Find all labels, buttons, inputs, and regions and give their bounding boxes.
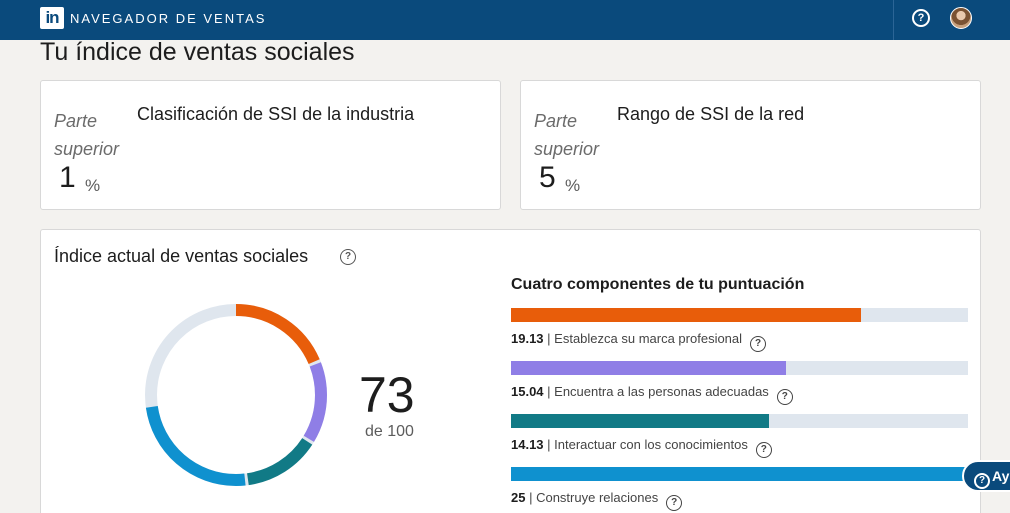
donut-segment [145, 304, 327, 486]
help-circle-icon[interactable]: ? [750, 336, 767, 352]
industry-rank-title: Clasificación de SSI de la industria [137, 104, 415, 124]
ssi-score: 73 [359, 367, 415, 423]
network-rank-title: Rango de SSI de la red [617, 104, 805, 124]
ssi-donut-chart [145, 304, 327, 486]
component-bar-track [511, 467, 968, 481]
network-rank-value: 5 [539, 161, 556, 194]
component-value: 19.13 [511, 331, 544, 346]
component-name: | Interactuar con los conocimientos [547, 437, 748, 452]
component-row: 19.13 | Establezca su marca profesional? [511, 308, 968, 352]
component-bar-track [511, 361, 968, 375]
component-bar-fill [511, 308, 861, 322]
top-navigation-bar: in NAVEGADOR DE VENTAS ? [0, 0, 1010, 40]
donut-segment [145, 304, 327, 486]
network-rank-unit: % [565, 176, 581, 195]
network-ssi-rank-card: Parte superior Rango de SSI de la red 5 … [520, 80, 981, 210]
component-label: 25 | Construye relaciones? [511, 490, 968, 511]
current-ssi-card: Índice actual de ventas sociales ? 73 de… [40, 229, 981, 513]
component-label: 15.04 | Encuentra a las personas adecuad… [511, 384, 968, 405]
help-chat-button[interactable]: ? Ay [962, 460, 1010, 492]
brand-title[interactable]: NAVEGADOR DE VENTAS [70, 11, 267, 26]
components-title: Cuatro componentes de tu puntuación [511, 276, 805, 293]
page-title: Tu índice de ventas sociales [40, 38, 355, 66]
component-row: 15.04 | Encuentra a las personas adecuad… [511, 361, 968, 405]
component-label: 14.13 | Interactuar con los conocimiento… [511, 437, 968, 458]
component-bar-track [511, 414, 968, 428]
component-label: 19.13 | Establezca su marca profesional? [511, 331, 968, 352]
component-row: 14.13 | Interactuar con los conocimiento… [511, 414, 968, 458]
component-value: 15.04 [511, 384, 544, 399]
component-bar-fill [511, 361, 786, 375]
help-circle-icon: ? [974, 473, 990, 489]
help-circle-icon[interactable]: ? [776, 389, 793, 405]
help-circle-icon[interactable]: ? [666, 495, 683, 511]
donut-segment [145, 304, 327, 486]
header-divider [893, 0, 894, 40]
linkedin-logo[interactable]: in [40, 7, 64, 29]
industry-rank-unit: % [85, 176, 101, 195]
industry-ssi-rank-card: Parte superior Clasificación de SSI de l… [40, 80, 501, 210]
component-name: | Establezca su marca profesional [547, 331, 743, 346]
component-value: 25 [511, 490, 526, 505]
component-name: | Construye relaciones [529, 490, 659, 505]
component-value: 14.13 [511, 437, 544, 452]
ssi-section-title: Índice actual de ventas sociales [54, 246, 309, 266]
user-avatar[interactable] [950, 7, 972, 29]
component-bar-track [511, 308, 968, 322]
rank-sub-label: Parte superior [534, 111, 600, 159]
industry-rank-value: 1 [59, 161, 76, 194]
component-name: | Encuentra a las personas adecuadas [547, 384, 769, 399]
help-circle-icon[interactable]: ? [340, 249, 356, 265]
help-chat-label: Ay [992, 468, 1010, 484]
rank-sub-label: Parte superior [54, 111, 120, 159]
component-bar-fill [511, 414, 770, 428]
component-row: 25 | Construye relaciones? [511, 467, 968, 511]
help-circle-icon[interactable]: ? [755, 442, 772, 458]
component-bar-fill [511, 467, 968, 481]
ssi-score-max: de 100 [365, 423, 414, 440]
help-circle-icon[interactable]: ? [912, 9, 930, 27]
